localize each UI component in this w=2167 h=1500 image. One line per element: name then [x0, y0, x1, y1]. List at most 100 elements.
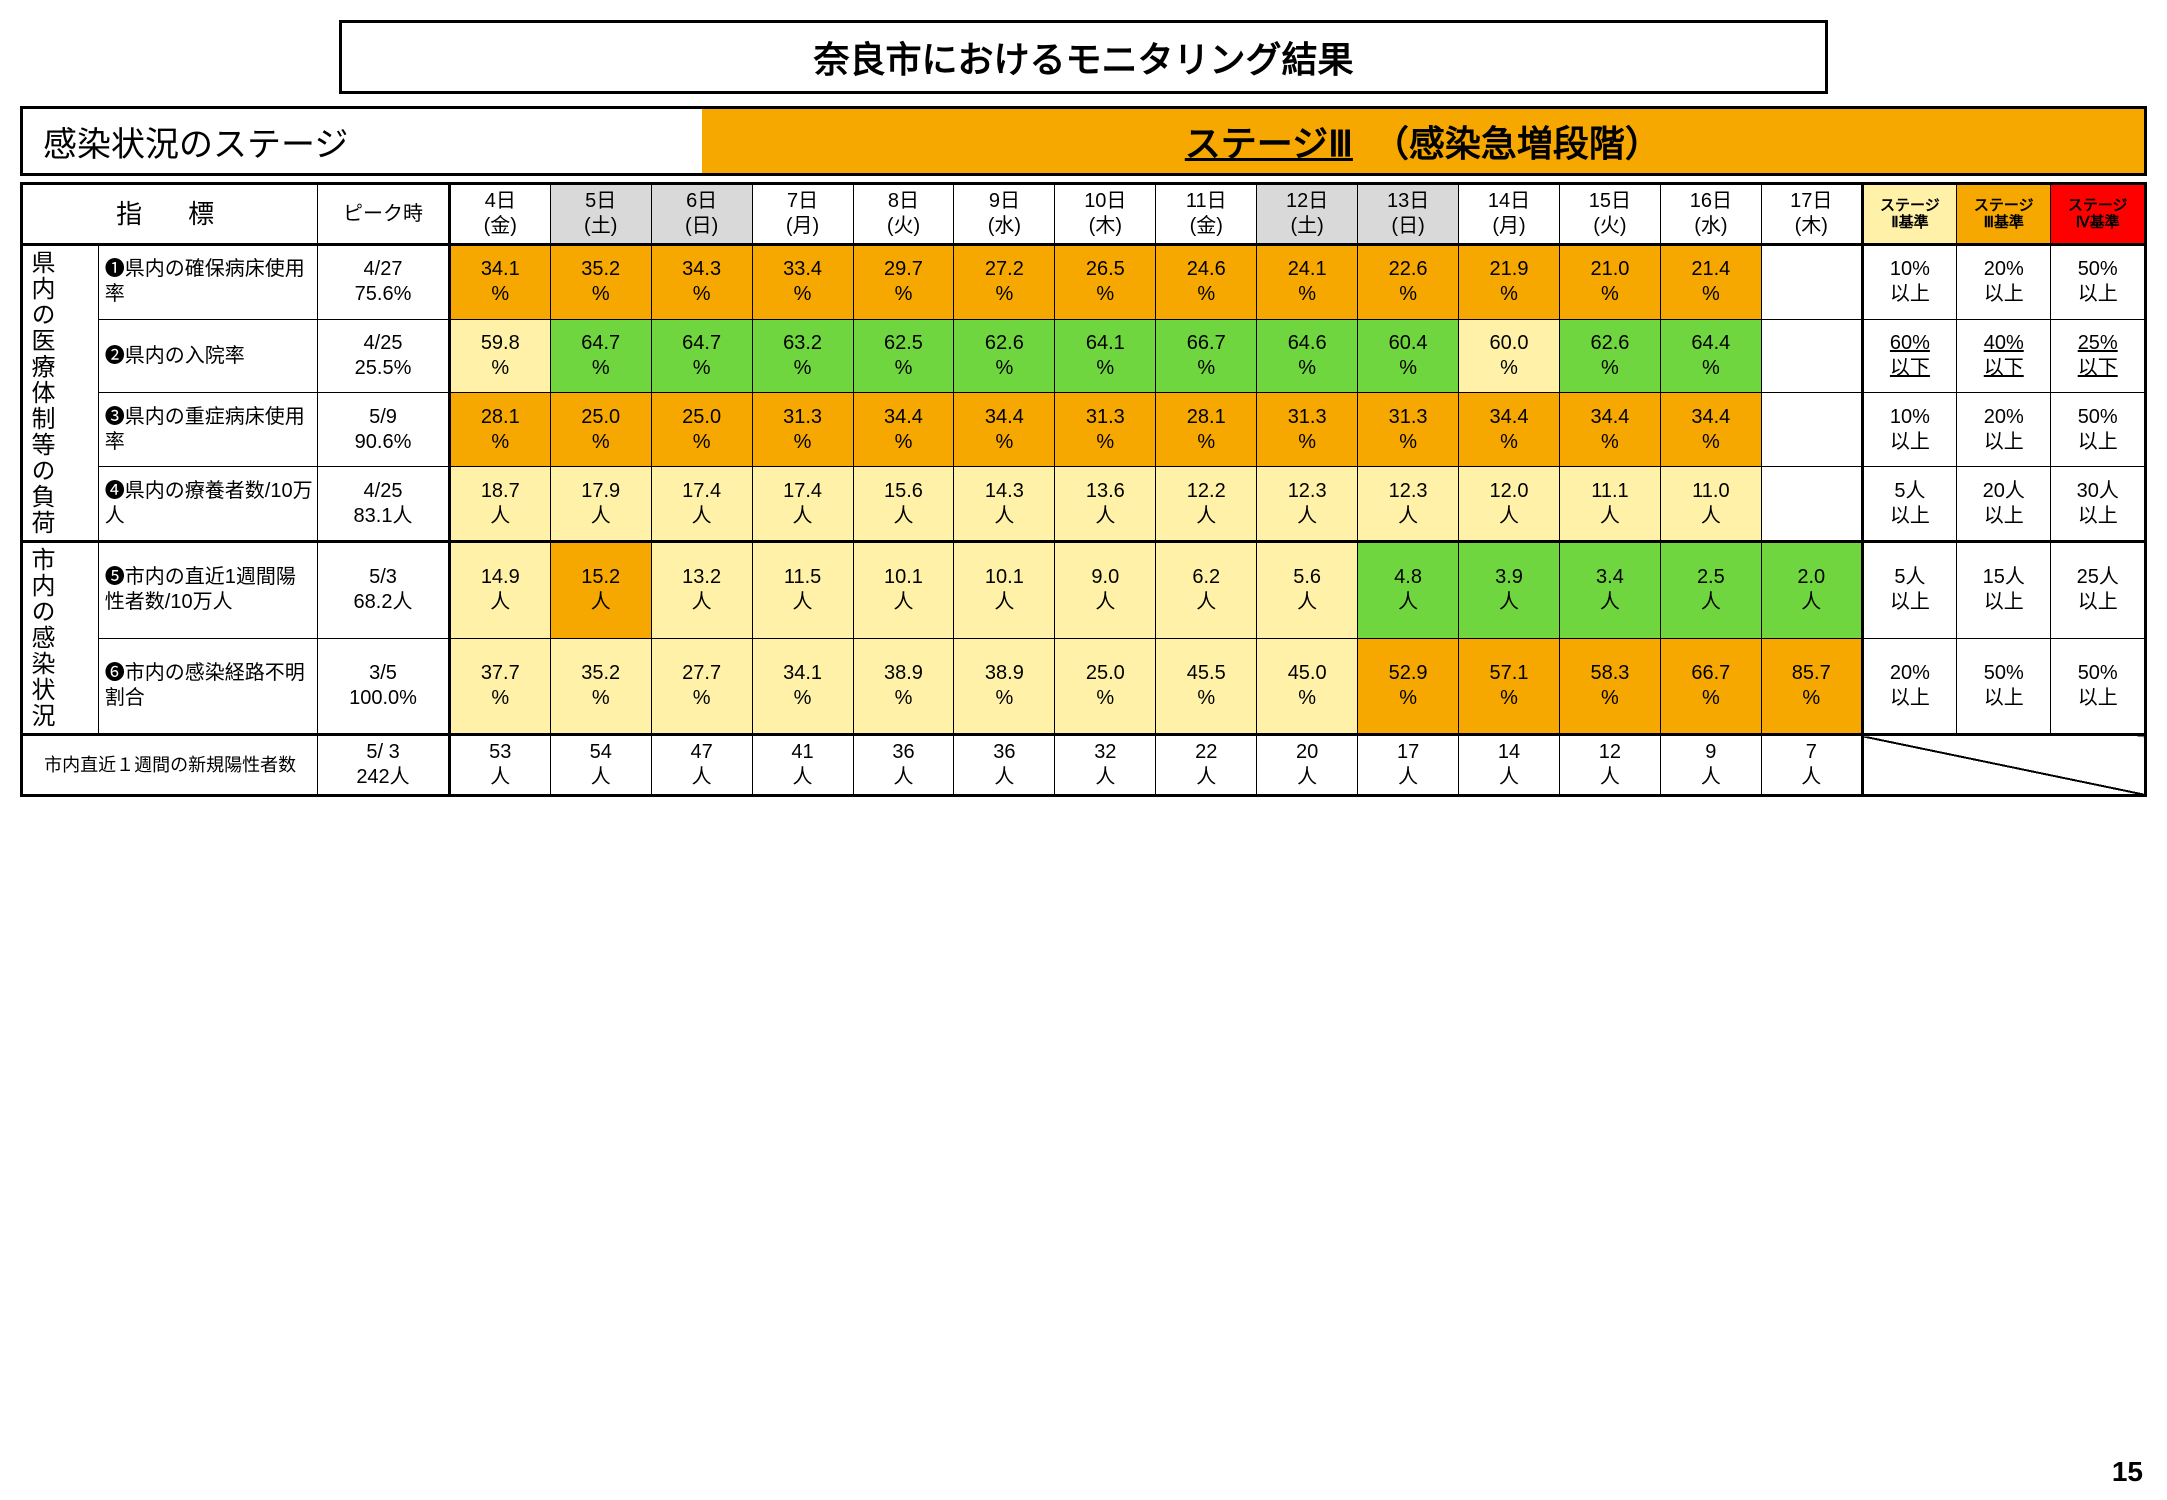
header-day: 17日(木) — [1761, 184, 1862, 245]
threshold-cell: 30人以上 — [2051, 467, 2146, 542]
data-cell: 34.4% — [1660, 393, 1761, 467]
data-cell: 11.1人 — [1559, 467, 1660, 542]
peak-value: 3/5100.0% — [318, 638, 450, 735]
header-day: 13日(日) — [1358, 184, 1459, 245]
threshold-cell: 25%以下 — [2051, 319, 2146, 393]
peak-value: 5/990.6% — [318, 393, 450, 467]
data-cell: 10.1人 — [954, 542, 1055, 639]
data-cell: 15.2人 — [550, 542, 651, 639]
data-cell: 45.5% — [1156, 638, 1257, 735]
stage-value: ステージⅢ （感染急増段階） — [702, 109, 2144, 173]
footer-cell: 17人 — [1358, 735, 1459, 796]
stage-main: ステージⅢ — [1185, 115, 1353, 167]
header-threshold: ステージⅢ基準 — [1957, 184, 2051, 245]
data-cell: 14.3人 — [954, 467, 1055, 542]
threshold-cell: 5人以上 — [1862, 542, 1956, 639]
data-cell: 17.9人 — [550, 467, 651, 542]
data-cell: 2.5人 — [1660, 542, 1761, 639]
indicator-label: ❻市内の感染経路不明割合 — [98, 638, 317, 735]
data-cell: 28.1% — [449, 393, 550, 467]
threshold-cell: 5人以上 — [1862, 467, 1956, 542]
footer-cell: 36人 — [954, 735, 1055, 796]
header-threshold: ステージⅣ基準 — [2051, 184, 2146, 245]
data-cell: 64.1% — [1055, 319, 1156, 393]
threshold-cell: 50%以上 — [2051, 638, 2146, 735]
footer-cell: 12人 — [1559, 735, 1660, 796]
data-cell: 14.9人 — [449, 542, 550, 639]
data-cell: 17.4人 — [752, 467, 853, 542]
data-cell: 27.2% — [954, 245, 1055, 320]
threshold-cell: 20人以上 — [1957, 467, 2051, 542]
threshold-cell: 20%以上 — [1862, 638, 1956, 735]
header-day: 12日(土) — [1257, 184, 1358, 245]
threshold-cell: 25人以上 — [2051, 542, 2146, 639]
data-cell: 45.0% — [1257, 638, 1358, 735]
footer-cell: 41人 — [752, 735, 853, 796]
data-cell: 60.0% — [1459, 319, 1560, 393]
data-cell: 6.2人 — [1156, 542, 1257, 639]
footer-label: 市内直近１週間の新規陽性者数 — [22, 735, 318, 796]
header-threshold: ステージⅡ基準 — [1862, 184, 1956, 245]
data-cell: 35.2% — [550, 245, 651, 320]
data-cell: 3.9人 — [1459, 542, 1560, 639]
data-cell: 13.2人 — [651, 542, 752, 639]
data-cell: 21.9% — [1459, 245, 1560, 320]
indicator-label: ❺市内の直近1週間陽性者数/10万人 — [98, 542, 317, 639]
data-cell — [1761, 393, 1862, 467]
threshold-cell: 50%以上 — [2051, 393, 2146, 467]
peak-value: 4/2525.5% — [318, 319, 450, 393]
header-day: 6日(日) — [651, 184, 752, 245]
threshold-cell: 50%以上 — [1957, 638, 2051, 735]
footer-cell: 36人 — [853, 735, 954, 796]
footer-cell: 22人 — [1156, 735, 1257, 796]
data-cell: 62.6% — [1559, 319, 1660, 393]
indicator-label: ❷県内の入院率 — [98, 319, 317, 393]
data-cell: 12.2人 — [1156, 467, 1257, 542]
footer-cell: 9人 — [1660, 735, 1761, 796]
footer-cell: 54人 — [550, 735, 651, 796]
threshold-cell: 40%以下 — [1957, 319, 2051, 393]
data-cell: 62.6% — [954, 319, 1055, 393]
stage-sub: （感染急増段階） — [1373, 115, 1661, 167]
threshold-cell: 10%以上 — [1862, 245, 1956, 320]
data-cell: 59.8% — [449, 319, 550, 393]
threshold-cell: 60%以下 — [1862, 319, 1956, 393]
data-cell: 31.3% — [1358, 393, 1459, 467]
data-cell: 2.0人 — [1761, 542, 1862, 639]
data-cell: 28.1% — [1156, 393, 1257, 467]
data-cell: 24.1% — [1257, 245, 1358, 320]
header-day: 14日(月) — [1459, 184, 1560, 245]
data-cell: 34.4% — [954, 393, 1055, 467]
data-cell: 37.7% — [449, 638, 550, 735]
monitoring-table: 指 標ピーク時4日(金)5日(土)6日(日)7日(月)8日(火)9日(水)10日… — [20, 182, 2147, 797]
header-indicator: 指 標 — [22, 184, 318, 245]
footer-cell: 53人 — [449, 735, 550, 796]
indicator-label: ❸県内の重症病床使用率 — [98, 393, 317, 467]
data-cell: 5.6人 — [1257, 542, 1358, 639]
footer-cell: 7人 — [1761, 735, 1862, 796]
data-cell: 34.1% — [752, 638, 853, 735]
data-cell: 64.7% — [550, 319, 651, 393]
data-cell: 17.4人 — [651, 467, 752, 542]
data-cell: 25.0% — [1055, 638, 1156, 735]
page-number: 15 — [2112, 1456, 2143, 1488]
header-day: 10日(木) — [1055, 184, 1156, 245]
threshold-cell: 50%以上 — [2051, 245, 2146, 320]
data-cell: 64.7% — [651, 319, 752, 393]
data-cell: 38.9% — [954, 638, 1055, 735]
data-cell: 11.0人 — [1660, 467, 1761, 542]
data-cell: 64.4% — [1660, 319, 1761, 393]
data-cell — [1761, 319, 1862, 393]
data-cell: 21.0% — [1559, 245, 1660, 320]
data-cell: 31.3% — [752, 393, 853, 467]
data-cell: 11.5人 — [752, 542, 853, 639]
indicator-label: ❹県内の療養者数/10万人 — [98, 467, 317, 542]
stage-label: 感染状況のステージ — [23, 109, 702, 173]
header-day: 9日(水) — [954, 184, 1055, 245]
data-cell: 38.9% — [853, 638, 954, 735]
data-cell: 31.3% — [1055, 393, 1156, 467]
data-cell: 3.4人 — [1559, 542, 1660, 639]
data-cell: 34.3% — [651, 245, 752, 320]
footer-diagonal — [1862, 735, 2145, 796]
header-peak: ピーク時 — [318, 184, 450, 245]
